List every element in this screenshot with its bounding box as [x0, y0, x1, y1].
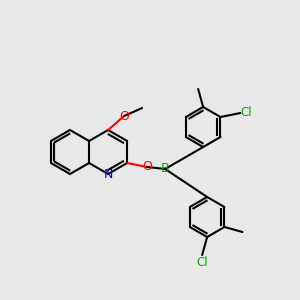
Text: Cl: Cl [196, 256, 208, 269]
Text: N: N [103, 167, 113, 181]
Text: O: O [119, 110, 129, 122]
Text: B: B [161, 163, 170, 176]
Text: O: O [142, 160, 152, 173]
Text: Cl: Cl [241, 106, 252, 119]
